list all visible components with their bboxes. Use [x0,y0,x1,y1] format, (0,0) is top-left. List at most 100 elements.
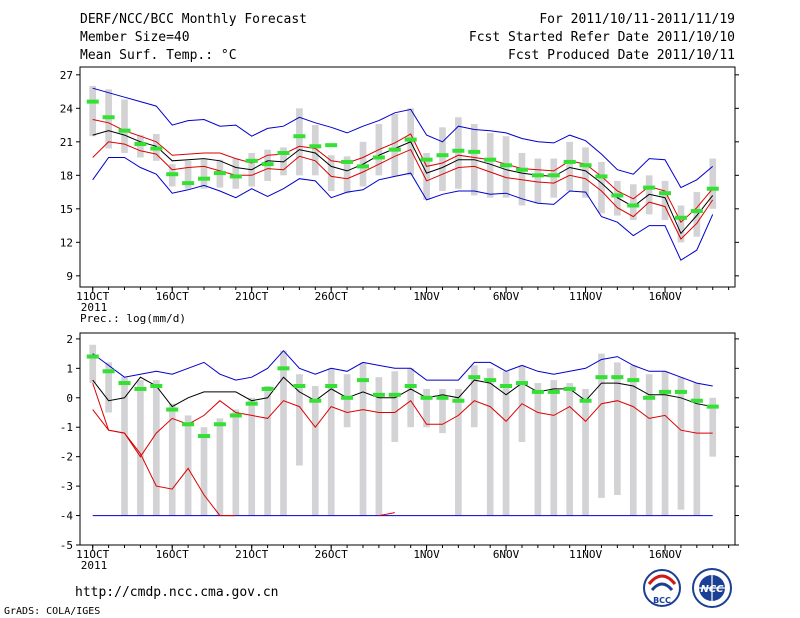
prec-climatology-mark [579,398,592,403]
temp-climatology-mark [468,149,481,154]
prec-xtick-label: 6NOV [493,548,520,561]
prec-climatology-mark [166,407,179,412]
prec-xtick-label: 11OCT [76,548,109,561]
prec-climatology-mark [468,375,481,380]
prec-member-box [311,386,319,516]
temp-xtick-label: 6NOV [493,290,520,303]
prec-xtick-label: 16OCT [156,548,189,561]
temp-lower-spread-line [92,141,714,240]
prec-xtick-label: 21OCT [235,548,268,561]
temp-lower-bound-line [92,157,714,261]
prec-ytick-label: -3 [60,480,73,493]
temp-climatology-mark [261,162,274,167]
bcc-logo: BCC [643,569,681,607]
prec-member-box [168,403,176,516]
prec-member-box [709,397,717,457]
temp-member-box [327,155,335,191]
temp-member-box [629,184,637,220]
prec-climatology-mark [356,378,369,383]
temp-climatology-mark [118,128,131,133]
temp-xtick-year: 2011 [81,301,108,314]
prec-climatology-mark [690,398,703,403]
temp-climatology-mark [420,157,433,162]
temp-ensemble-mean-line [92,130,714,235]
prec-member-box [216,418,224,516]
temp-member-box [439,127,446,191]
prec-member-box [343,374,351,428]
temp-member-box [232,158,240,189]
prec-climatology-mark [611,375,624,380]
prec-member-box [248,397,256,516]
prec-climatology-mark [388,392,401,397]
header-refer-date: Fcst Started Refer Date 2011/10/10 [469,30,735,45]
footer-url[interactable]: http://cmdp.ncc.cma.gov.cn [75,585,279,600]
temp-climatology-mark [690,209,703,214]
prec-member-box [534,383,542,516]
temp-ytick-label: 12 [60,236,73,249]
temp-xtick-label: 16NOV [648,290,681,303]
temp-member-box [693,192,701,237]
temp-climatology-mark [436,153,449,158]
prec-member-box [391,371,399,442]
temp-member-box [677,205,685,243]
prec-climatology-mark [309,398,322,403]
temp-ytick-label: 24 [60,102,74,115]
prec-climatology-mark [547,389,560,394]
temp-climatology-mark [452,148,465,153]
temp-member-box [137,135,144,158]
prec-ytick-label: 1 [66,362,73,375]
prec-member-box [296,374,303,466]
prec-climatology-mark [102,369,115,374]
prec-climatology-mark [198,434,211,439]
temp-member-box [550,158,558,198]
prec-member-box [152,380,160,516]
ncc-logo: NCC [692,568,732,608]
temp-climatology-mark [515,167,528,172]
prec-member-box [89,344,97,384]
prec-climatology-mark [213,422,226,427]
prec-climatology-mark [484,378,497,383]
prec-ensemble-mean-line [92,376,713,408]
prec-xtick-label: 26OCT [315,548,348,561]
bcc-logo-text: BCC [653,596,671,605]
prec-member-box [629,365,637,516]
prec-member-box [582,388,589,516]
prec-red-mark [378,512,395,517]
temp-member-box [89,85,97,137]
header-period: For 2011/10/11-2011/11/19 [539,12,735,27]
temp-climatology-mark [293,134,306,139]
prec-climatology-mark [452,398,465,403]
temp-member-box [598,161,605,214]
temp-climatology-mark [245,158,258,163]
temp-member-box [423,152,430,200]
prec-climatology-mark [182,422,195,427]
temp-panel-frame [79,66,736,288]
prec-climatology-mark [706,404,719,409]
prec-climatology-mark [404,384,417,388]
prec-climatology-mark [643,395,656,400]
prec-climatology-mark [500,384,513,388]
temp-climatology-mark [150,146,163,151]
prec-lower-outlier-line [92,382,236,517]
prec-climatology-mark [229,413,242,418]
temp-xtick-label: 11OCT [76,290,109,303]
prec-member-box [105,362,112,413]
prec-member-box [232,409,240,516]
temp-climatology-mark [484,157,497,162]
prec-ytick-label: -1 [60,421,73,434]
prec-member-box [439,388,446,434]
prec-member-box [486,368,494,516]
temp-climatology-mark [166,172,179,177]
temp-climatology-mark [341,159,354,164]
temp-climatology-mark [372,155,385,160]
temp-climatology-mark [102,115,115,120]
prec-member-box [184,415,192,516]
ncc-logo-text: NCC [700,584,724,595]
prec-member-box [693,383,701,516]
prec-member-box [264,386,271,516]
temp-xtick-label: 1NOV [413,290,440,303]
temp-upper-bound-line [92,87,714,189]
